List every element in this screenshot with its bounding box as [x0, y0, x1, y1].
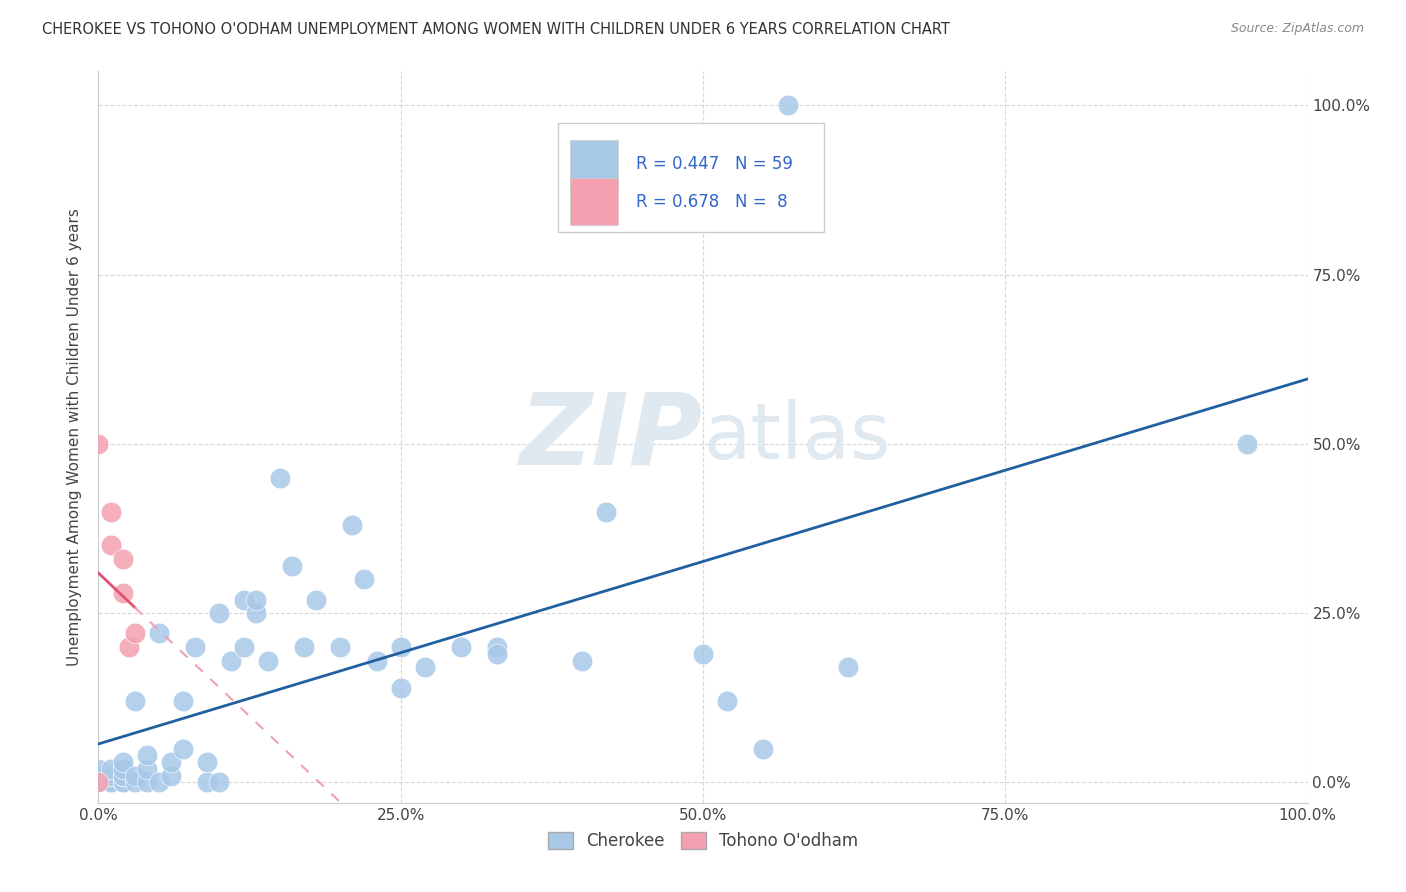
Point [366, 654, 388, 668]
Point [208, 775, 231, 789]
Point [329, 640, 352, 654]
Point [486, 640, 509, 654]
Point [342, 518, 364, 533]
Point [148, 626, 170, 640]
Point [124, 769, 146, 783]
Point [184, 640, 207, 654]
Point [172, 694, 194, 708]
Point [486, 647, 509, 661]
Point [245, 592, 267, 607]
Bar [569, 178, 619, 226]
Point [100, 538, 122, 552]
Point [124, 626, 146, 640]
Point [135, 775, 157, 789]
Point [195, 755, 218, 769]
Point [111, 775, 134, 789]
Point [111, 552, 134, 566]
Point [148, 775, 170, 789]
Point [111, 762, 134, 776]
Point [776, 98, 799, 112]
Point [208, 606, 231, 620]
Text: CHEROKEE VS TOHONO O'ODHAM UNEMPLOYMENT AMONG WOMEN WITH CHILDREN UNDER 6 YEARS : CHEROKEE VS TOHONO O'ODHAM UNEMPLOYMENT … [42, 22, 950, 37]
Text: Source: ZipAtlas.com: Source: ZipAtlas.com [1230, 22, 1364, 36]
Point [124, 775, 146, 789]
Point [232, 640, 254, 654]
Point [389, 640, 412, 654]
Point [100, 769, 122, 783]
Point [413, 660, 436, 674]
Point [245, 606, 267, 620]
Y-axis label: Unemployment Among Women with Children Under 6 years: Unemployment Among Women with Children U… [67, 208, 83, 666]
Point [692, 647, 714, 661]
Text: R = 0.678   N =  8: R = 0.678 N = 8 [637, 193, 789, 211]
Point [118, 640, 141, 654]
Point [100, 775, 122, 789]
Legend: Cherokee, Tohono O'odham: Cherokee, Tohono O'odham [541, 825, 865, 856]
Point [111, 769, 134, 783]
Text: atlas: atlas [703, 399, 890, 475]
Point [100, 775, 122, 789]
Point [256, 654, 278, 668]
Point [87, 762, 110, 776]
Point [135, 748, 157, 763]
Text: ZIP: ZIP [520, 389, 703, 485]
Point [232, 592, 254, 607]
Point [752, 741, 775, 756]
Point [716, 694, 738, 708]
Point [571, 654, 593, 668]
Point [87, 775, 110, 789]
Text: R = 0.447   N = 59: R = 0.447 N = 59 [637, 155, 793, 173]
Point [292, 640, 315, 654]
Point [87, 437, 110, 451]
Point [221, 654, 243, 668]
FancyBboxPatch shape [558, 122, 824, 232]
Point [111, 775, 134, 789]
Point [269, 471, 291, 485]
Point [595, 505, 617, 519]
Point [1236, 437, 1258, 451]
Point [111, 769, 134, 783]
Point [353, 572, 375, 586]
Point [100, 769, 122, 783]
Point [837, 660, 859, 674]
Point [281, 558, 304, 573]
Point [160, 769, 183, 783]
Point [160, 755, 183, 769]
Bar [569, 140, 619, 188]
Point [305, 592, 328, 607]
Point [135, 762, 157, 776]
Point [450, 640, 472, 654]
Point [195, 775, 218, 789]
Point [172, 741, 194, 756]
Point [100, 762, 122, 776]
Point [124, 694, 146, 708]
Point [389, 681, 412, 695]
Point [111, 586, 134, 600]
Point [111, 755, 134, 769]
Point [100, 505, 122, 519]
Point [87, 769, 110, 783]
Point [87, 775, 110, 789]
